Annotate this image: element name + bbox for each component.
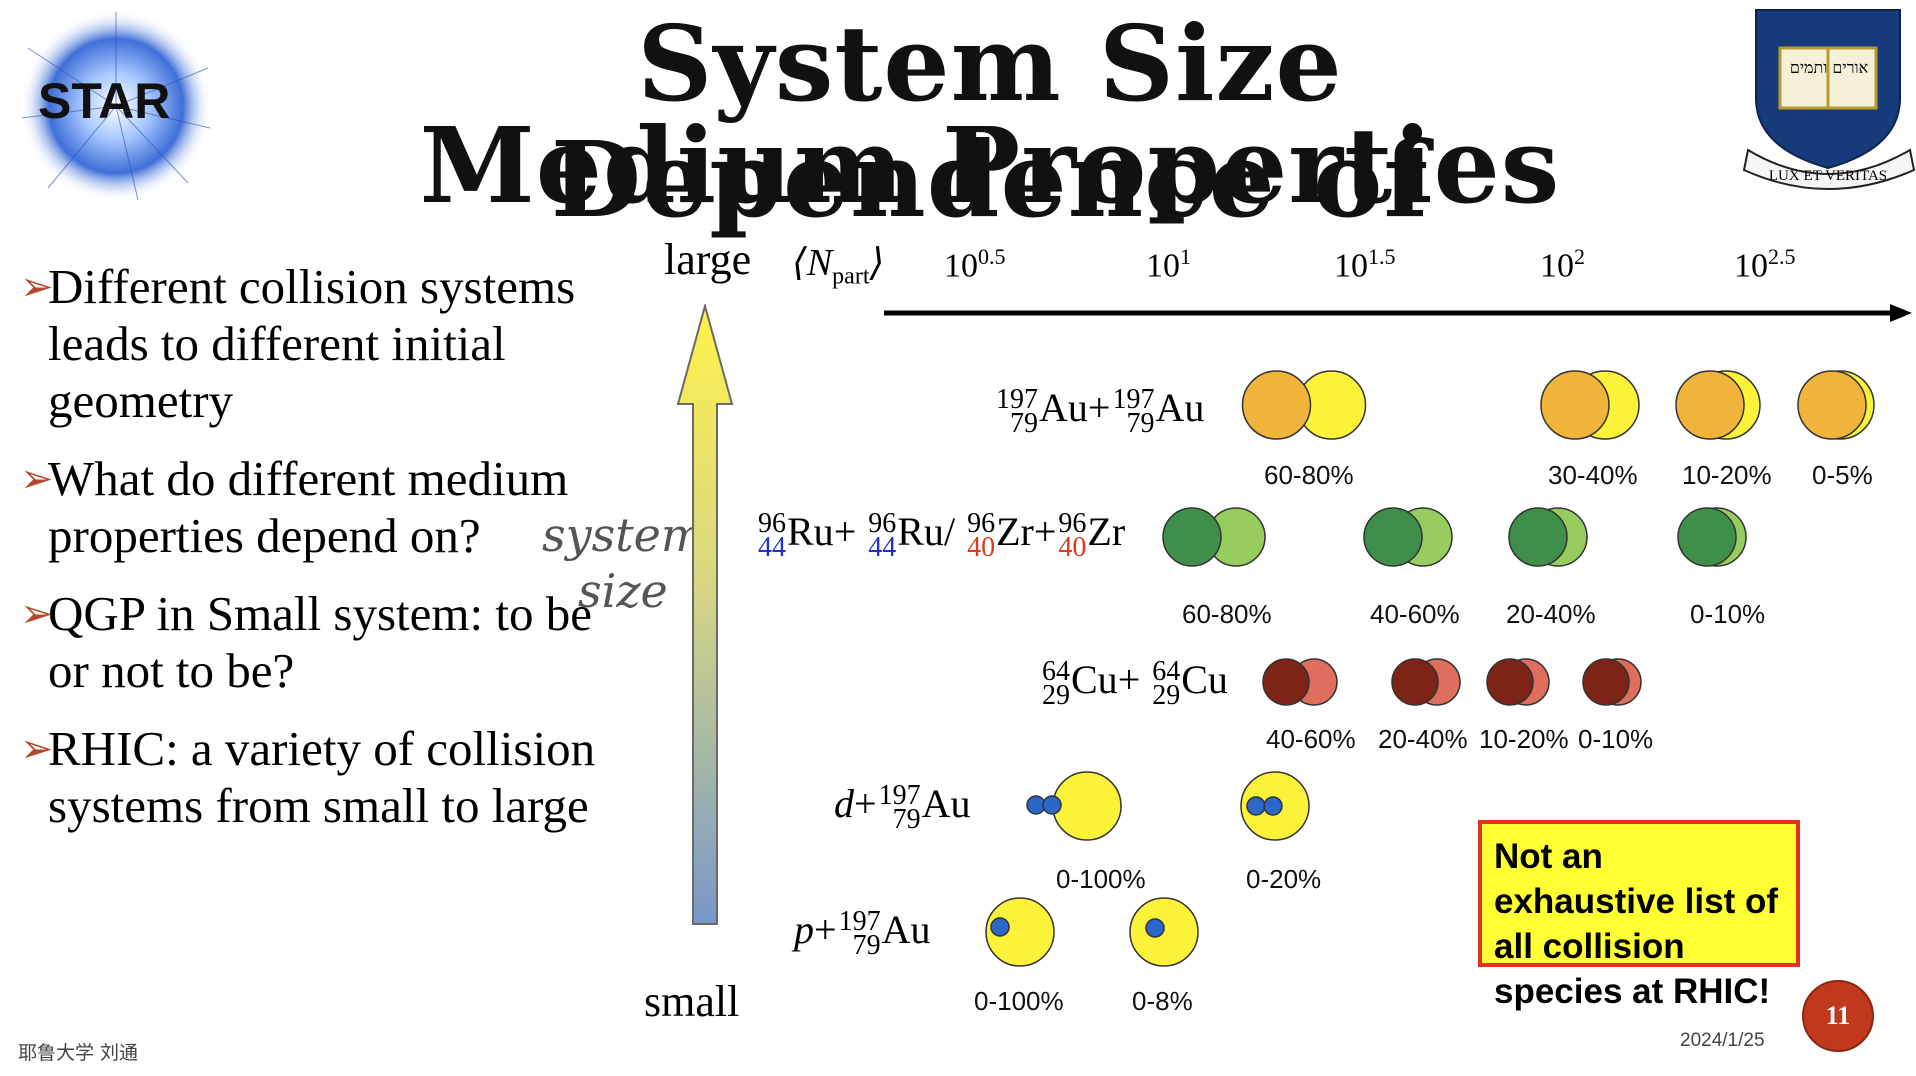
npart-tick-label: 102 (1540, 244, 1585, 285)
npart-tick-label: 102.5 (1734, 244, 1796, 285)
ruzr-collision-1-nucleus-a (1363, 507, 1423, 567)
auau-collision-1-nucleus-a (1540, 370, 1610, 440)
dau-nucleon (1042, 795, 1062, 815)
system-label-auau: 197 79 Au+ 197 79 Au (996, 384, 1205, 439)
pau-centrality-label: 0-8% (1132, 986, 1193, 1016)
page-number: 11 (1825, 1001, 1851, 1030)
bullet-arrow-icon: ➢ (20, 264, 54, 309)
system-label-dau: d+ 197 79 Au (834, 780, 971, 835)
cucu-centrality-label: 10-20% (1479, 724, 1569, 754)
auau-collision-2-nucleus-a (1675, 370, 1745, 440)
dau-nucleon (1263, 796, 1283, 816)
cucu-collision-1-nucleus-a (1391, 658, 1439, 706)
system-label-ruzr: 96 44 Ru+ 96 44 Ru/ 96 40 Zr+ 96 40 Zr (758, 508, 1126, 563)
cucu-centrality-label: 20-40% (1378, 724, 1468, 754)
pau-nucleon (990, 917, 1010, 937)
bullet-item: ➢ Different collision systems leads to di… (20, 259, 576, 428)
cucu-collision-2-nucleus-a (1486, 658, 1534, 706)
bullet-arrow-icon: ➢ (20, 726, 54, 771)
system-label-pau: p+ 197 79 Au (794, 906, 931, 961)
auau-centrality-label: 30-40% (1548, 460, 1638, 490)
bullet-item: ➢ What do different medium properties dep… (20, 451, 569, 563)
npart-axis-label: ⟨Npart⟩ (792, 242, 885, 290)
cucu-collision-0-nucleus-a (1262, 658, 1310, 706)
bullet-list: ➢ Different collision systems leads to di… (18, 258, 618, 855)
yale-motto: LUX ET VERITAS (1768, 168, 1888, 184)
dau-target-0 (1052, 771, 1122, 841)
system-size-arrow (676, 304, 734, 925)
npart-tick-label: 101.5 (1334, 244, 1396, 285)
ruzr-centrality-label: 60-80% (1182, 599, 1272, 629)
footer-author: 耶鲁大学 刘通 (18, 1042, 139, 1064)
auau-collision-0-nucleus-a (1241, 370, 1312, 440)
page-number-badge: 11 (1802, 980, 1874, 1052)
axis-label-small: small (644, 977, 740, 1026)
ruzr-collision-3-nucleus-a (1677, 507, 1737, 567)
star-logo-text: STAR (38, 73, 171, 129)
pau-target-1 (1129, 897, 1199, 967)
auau-collision-3-nucleus-a (1797, 370, 1867, 440)
slide-title-line-1: System Size Dependence of (550, 2, 1430, 241)
ruzr-centrality-label: 40-60% (1370, 599, 1460, 629)
npart-axis-arrow (884, 304, 1912, 322)
ruzr-collision-0-nucleus-a (1162, 507, 1222, 567)
yale-shield-logo: אורים ותמים LUX ET VERITAS (1738, 8, 1916, 198)
dau-centrality-label: 0-100% (1056, 864, 1146, 894)
auau-centrality-label: 0-5% (1812, 460, 1873, 490)
bullet-arrow-icon: ➢ (20, 591, 54, 636)
dau-nucleon (1246, 796, 1266, 816)
cucu-centrality-label: 40-60% (1266, 724, 1356, 754)
bullet-item: ➢ RHIC: a variety of collision systems fr… (20, 721, 596, 833)
bullet-arrow-icon: ➢ (20, 456, 54, 501)
system-label-cucu: 64 29 Cu+ 64 29 Cu (1042, 656, 1228, 711)
ruzr-centrality-label: 0-10% (1690, 599, 1766, 629)
footer-date: 2024/1/25 (1680, 1030, 1765, 1051)
slide-title-line-2: Medium Properties (419, 104, 1561, 227)
axis-label-large: large (664, 235, 752, 284)
cucu-centrality-label: 0-10% (1578, 724, 1654, 754)
star-logo: STAR (18, 8, 214, 204)
pau-centrality-label: 0-100% (974, 986, 1064, 1016)
ruzr-collision-2-nucleus-a (1508, 507, 1568, 567)
dau-centrality-label: 0-20% (1246, 864, 1322, 894)
auau-centrality-label: 60-80% (1264, 460, 1354, 490)
pau-nucleon (1145, 918, 1165, 938)
system-size-label-1: system (542, 508, 705, 562)
cucu-collision-3-nucleus-a (1582, 658, 1630, 706)
auau-centrality-label: 10-20% (1682, 460, 1772, 490)
bullet-item: ➢ QGP in Small system: to be or not to be… (20, 586, 593, 698)
system-size-label-2: size (578, 564, 668, 618)
npart-tick-label: 100.5 (944, 244, 1006, 285)
note-box: Not an exhaustive list of all collision … (1478, 820, 1800, 1011)
pau-target-0 (985, 897, 1055, 967)
yale-hebrew-text: אורים ותמים (1789, 58, 1869, 77)
npart-tick-label: 101 (1146, 244, 1191, 285)
ruzr-centrality-label: 20-40% (1506, 599, 1596, 629)
